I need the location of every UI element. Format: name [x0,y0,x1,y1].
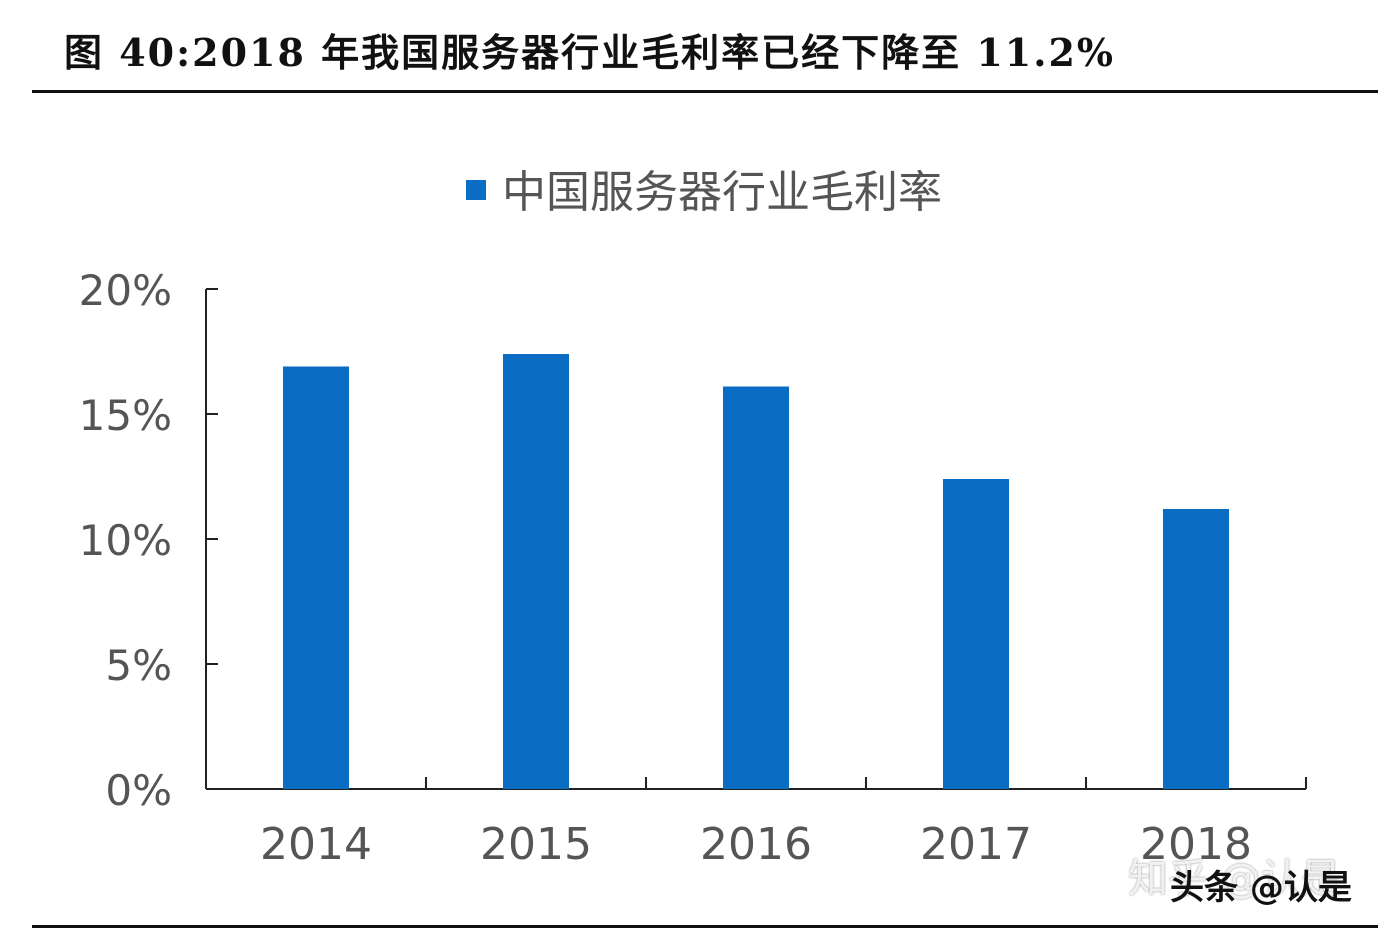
y-tick-label: 0% [105,766,172,815]
toutiao-watermark: 头条 @认是 [1170,868,1352,908]
bars [283,354,1229,789]
zhihu-watermark: 知乎 @认是 [1128,856,1341,902]
x-axis: 2014 2015 2016 2017 2018 [205,777,1307,870]
top-rule [32,90,1378,93]
figure-title: 图 40:2018 年我国服务器行业毛利率已经下降至 11.2% [64,30,1116,75]
bar-2018 [1163,509,1229,789]
bar-2014 [283,366,349,789]
bar-2015 [503,354,569,789]
bar-2017 [943,479,1009,789]
legend-swatch [466,180,486,200]
y-tick-label: 10% [79,516,172,565]
legend-label: 中国服务器行业毛利率 [502,167,942,218]
x-tick-label: 2014 [260,819,372,870]
y-axis: 0% 5% 10% 15% 20% [79,266,218,815]
x-tick-label: 2015 [480,819,592,870]
legend: 中国服务器行业毛利率 [466,167,942,218]
bar-2016 [723,386,789,789]
x-tick-label: 2016 [700,819,812,870]
bottom-rule [32,925,1378,928]
y-tick-label: 5% [105,641,172,690]
x-tick-label: 2017 [920,819,1032,870]
x-tick-label: 2018 [1140,819,1252,870]
y-tick-label: 20% [79,266,172,315]
y-tick-label: 15% [79,391,172,440]
